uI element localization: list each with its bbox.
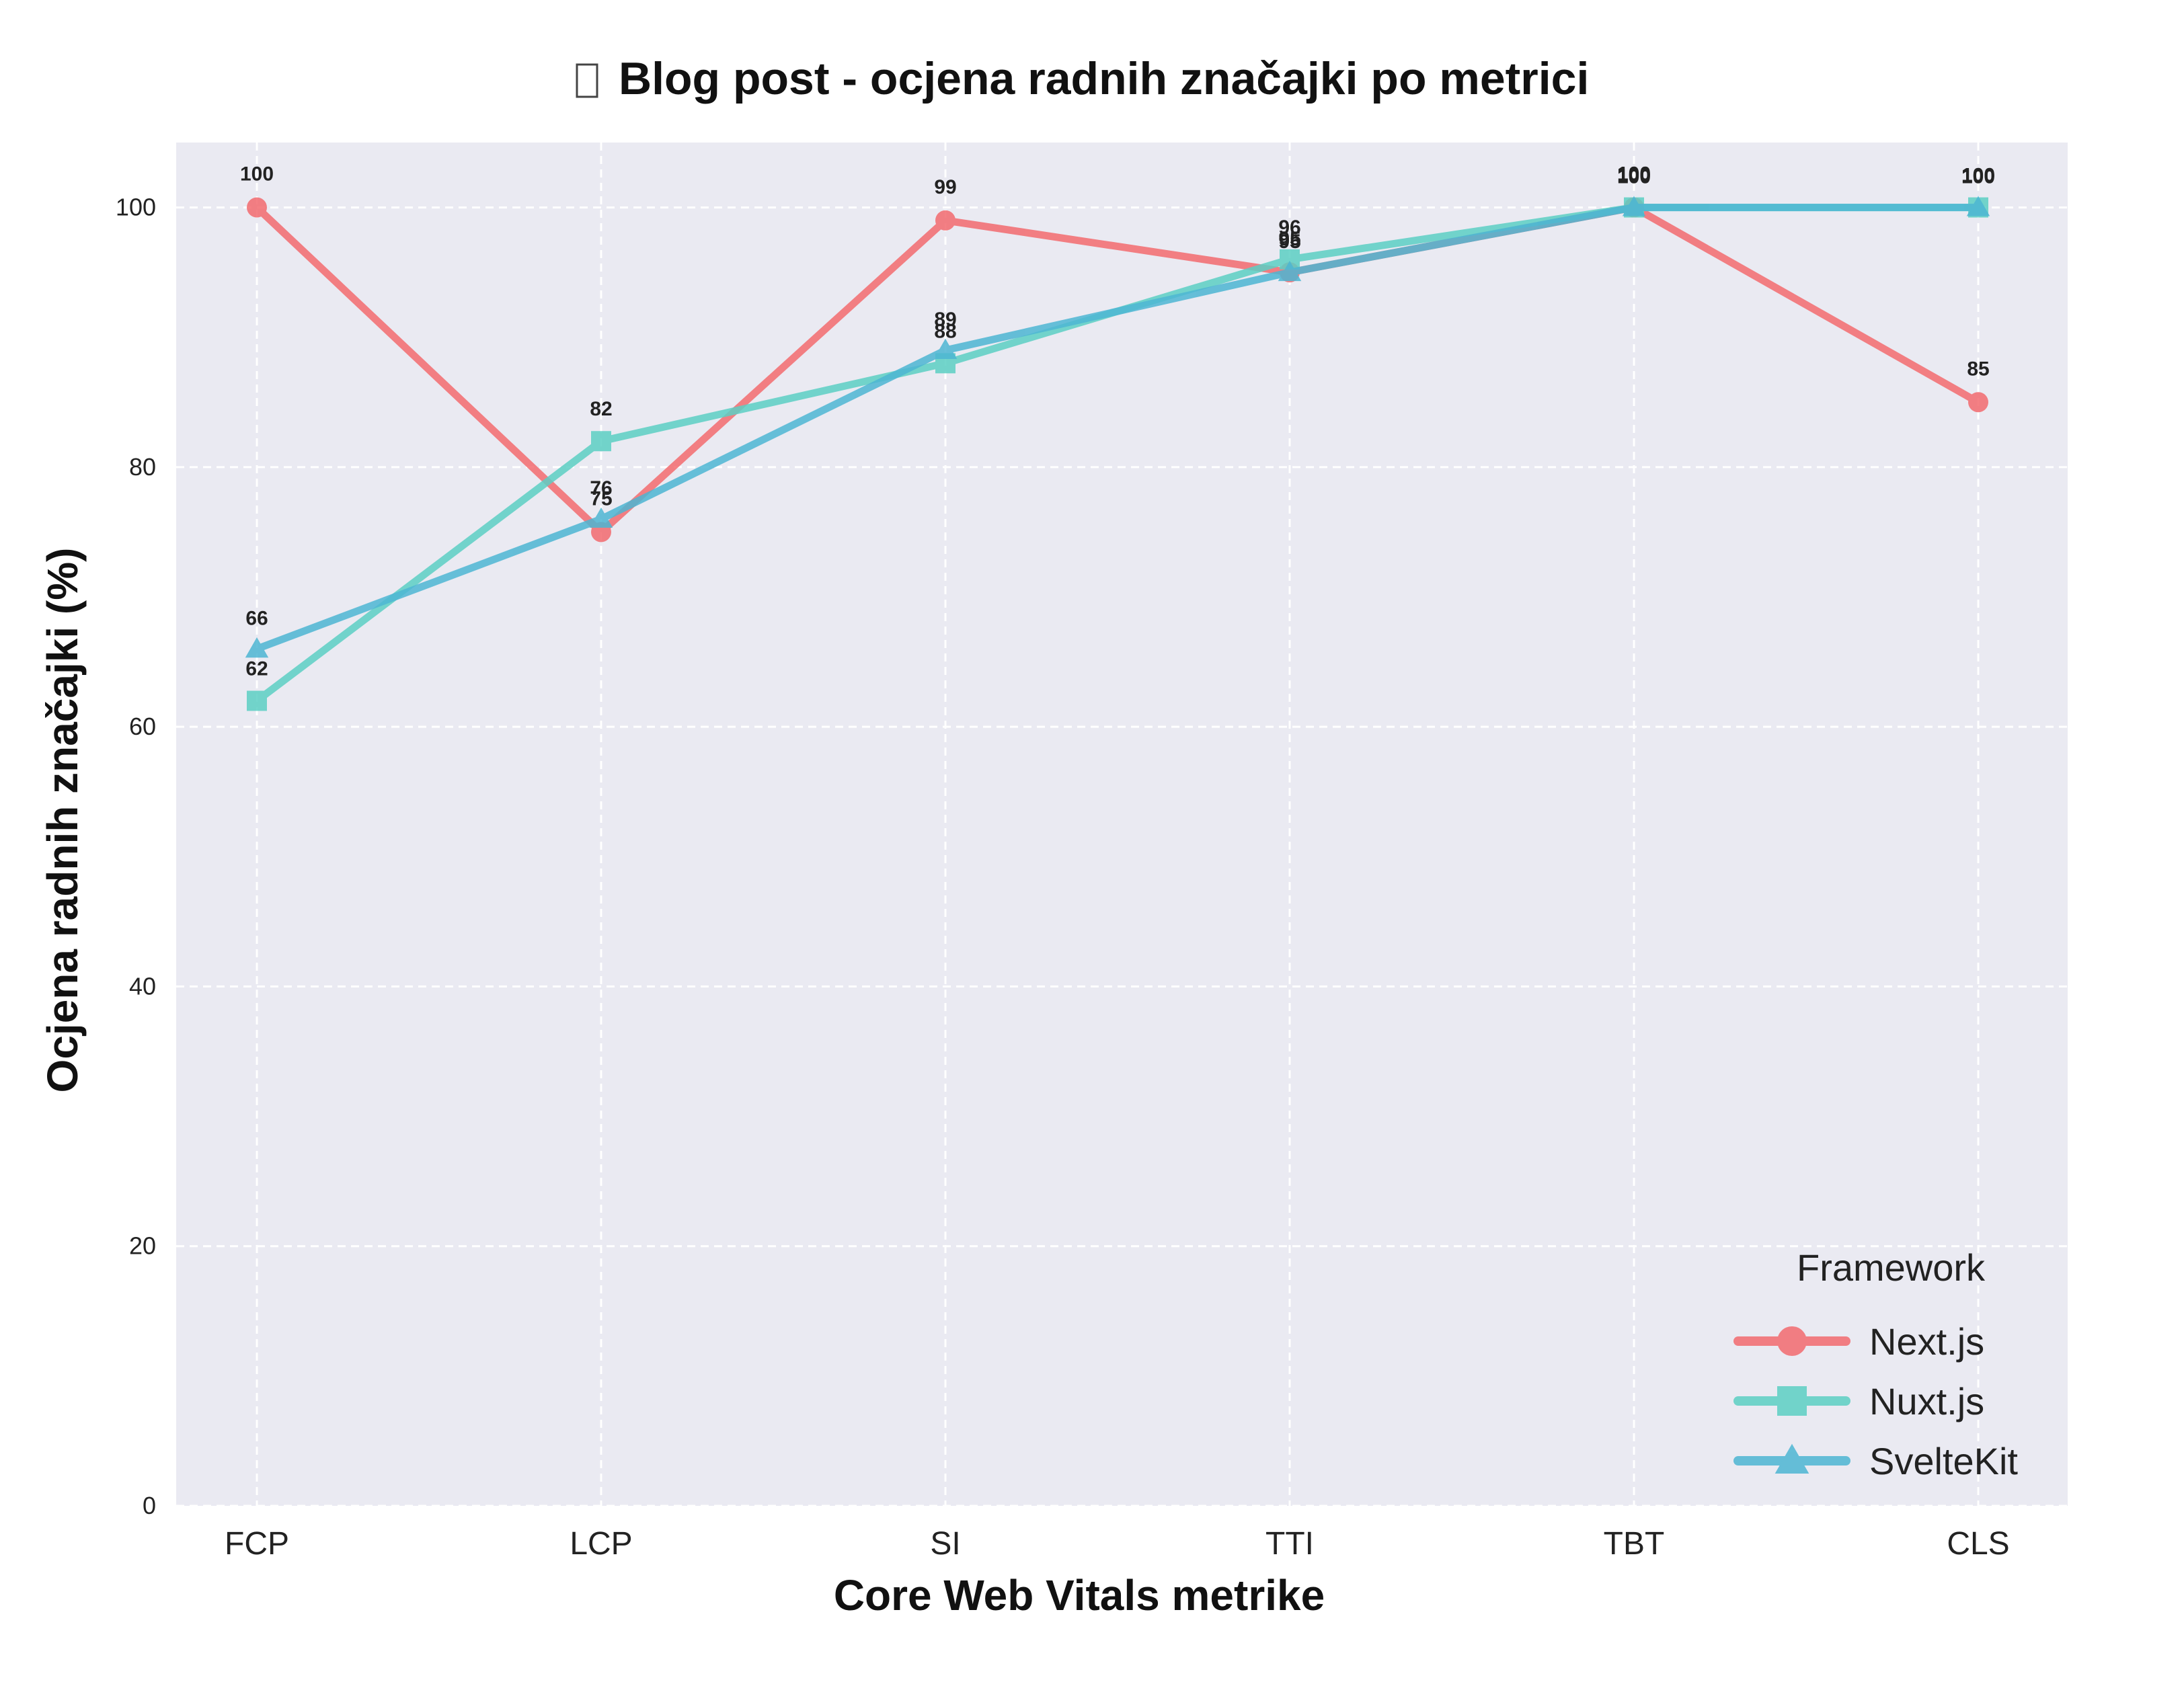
data-point bbox=[1622, 196, 1646, 216]
chart-title-text: Blog post - ocjena radnih značajki po me… bbox=[619, 53, 1589, 104]
y-tick-label: 0 bbox=[143, 1492, 156, 1519]
data-label: 100 bbox=[1961, 166, 1995, 188]
series-sveltekit bbox=[245, 196, 1990, 658]
data-label: 100 bbox=[1617, 163, 1651, 186]
data-label: 100 bbox=[1617, 165, 1651, 187]
data-point bbox=[589, 507, 613, 528]
series-line bbox=[253, 204, 1982, 536]
y-tick-label: 40 bbox=[129, 972, 156, 1000]
legend-title: Framework bbox=[1797, 1246, 1986, 1289]
legend-label: Nuxt.js bbox=[1869, 1380, 1984, 1422]
series-line bbox=[253, 204, 1982, 653]
data-point bbox=[933, 338, 958, 359]
data-label: 100 bbox=[1961, 165, 1995, 187]
legend-marker bbox=[1774, 1443, 1809, 1474]
data-label: 75 bbox=[590, 487, 612, 510]
y-tick-label: 20 bbox=[129, 1232, 156, 1260]
data-label: 62 bbox=[245, 658, 268, 680]
y-tick-label: 60 bbox=[129, 713, 156, 740]
legend-item bbox=[1733, 1443, 1850, 1474]
y-axis-label: Ocjena radnih značajki (%) bbox=[38, 548, 87, 1093]
chart-title: Blog post - ocjena radnih značajki po me… bbox=[576, 53, 1589, 104]
x-axis-label: Core Web Vitals metrike bbox=[834, 1571, 1325, 1619]
y-axis-ticks: 0 20 40 60 80 100 bbox=[116, 194, 156, 1519]
grid bbox=[176, 143, 2068, 1507]
legend-item bbox=[1733, 1326, 1850, 1356]
legend-label: Next.js bbox=[1869, 1320, 1984, 1363]
data-label: 85 bbox=[1967, 358, 1989, 380]
missing-glyph-icon bbox=[576, 63, 598, 98]
legend-marker bbox=[1777, 1326, 1807, 1356]
data-label: 66 bbox=[245, 607, 268, 629]
data-point bbox=[1966, 196, 1990, 216]
x-tick-label: TTI bbox=[1265, 1526, 1314, 1562]
data-point bbox=[247, 197, 267, 218]
data-label: 76 bbox=[590, 477, 612, 499]
legend-marker bbox=[1777, 1386, 1807, 1416]
data-label: 95 bbox=[1278, 228, 1300, 250]
plot-area bbox=[176, 143, 2068, 1506]
x-tick-label: CLS bbox=[1947, 1526, 2009, 1562]
x-tick-label: SI bbox=[930, 1526, 960, 1562]
data-label: 89 bbox=[934, 309, 956, 331]
data-label: 100 bbox=[1617, 166, 1651, 188]
x-axis-ticks: FCP LCP SI TTI TBT CLS bbox=[225, 1526, 2010, 1562]
x-tick-label: TBT bbox=[1604, 1526, 1665, 1562]
x-tick-label: LCP bbox=[570, 1526, 632, 1562]
legend-label: SvelteKit bbox=[1869, 1440, 2018, 1482]
data-point bbox=[935, 210, 956, 231]
x-tick-label: FCP bbox=[225, 1526, 289, 1562]
data-point bbox=[591, 431, 611, 452]
legend: Framework Next.js Nuxt.js SvelteKit bbox=[1733, 1246, 2018, 1482]
data-label: 88 bbox=[934, 320, 956, 342]
data-label: 99 bbox=[934, 176, 956, 198]
data-point bbox=[245, 637, 269, 658]
legend-item bbox=[1733, 1386, 1850, 1416]
data-point bbox=[1968, 392, 1988, 413]
series-layer bbox=[245, 196, 1990, 711]
data-label: 96 bbox=[1278, 216, 1300, 239]
data-point bbox=[1278, 260, 1302, 282]
y-tick-label: 80 bbox=[129, 453, 156, 481]
y-tick-label: 100 bbox=[116, 194, 156, 221]
data-point bbox=[247, 690, 267, 711]
data-label: 95 bbox=[1278, 231, 1300, 253]
data-label: 100 bbox=[240, 163, 274, 186]
data-label: 82 bbox=[590, 398, 612, 420]
